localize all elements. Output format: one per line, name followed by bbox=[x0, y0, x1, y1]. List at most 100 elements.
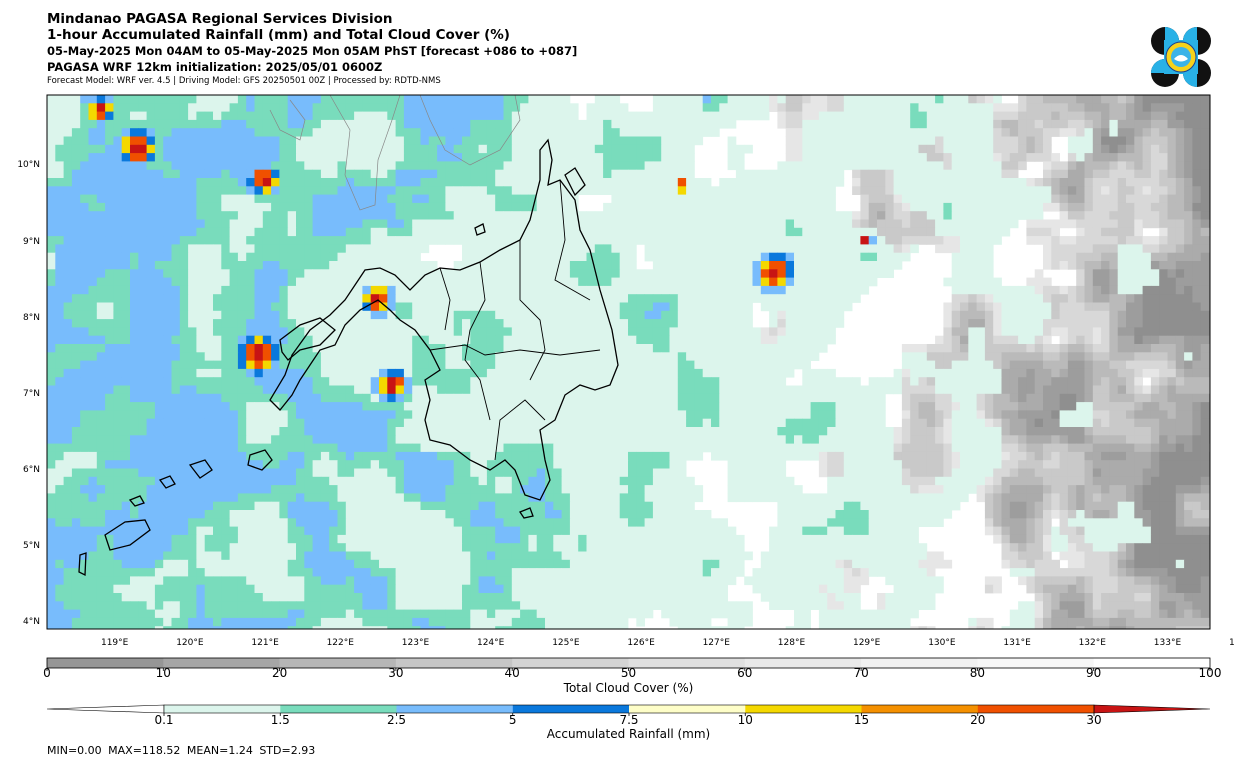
raster-cell bbox=[628, 277, 637, 287]
raster-cell bbox=[694, 269, 704, 278]
raster-cell bbox=[503, 252, 513, 262]
raster-cell bbox=[943, 144, 953, 154]
raster-cell bbox=[63, 310, 73, 320]
raster-cell bbox=[379, 103, 388, 112]
raster-cell bbox=[495, 161, 504, 171]
raster-cell bbox=[594, 236, 604, 245]
raster-cell bbox=[694, 368, 704, 378]
raster-cell bbox=[279, 211, 289, 220]
raster-cell bbox=[337, 319, 347, 328]
raster-cell bbox=[495, 269, 504, 278]
raster-cell bbox=[1117, 319, 1127, 328]
raster-cell bbox=[412, 344, 421, 353]
raster-cell bbox=[1043, 385, 1052, 395]
raster-cell bbox=[594, 103, 604, 112]
raster-cell bbox=[1167, 153, 1177, 162]
raster-cell bbox=[188, 360, 197, 370]
raster-cell bbox=[769, 368, 778, 378]
raster-cell bbox=[1167, 261, 1177, 270]
raster-cell bbox=[561, 202, 571, 212]
raster-cell bbox=[204, 169, 214, 179]
raster-cell bbox=[1175, 393, 1185, 403]
raster-cell bbox=[636, 236, 645, 245]
raster-cell bbox=[445, 128, 455, 137]
raster-cell bbox=[1117, 194, 1127, 204]
raster-cell bbox=[495, 95, 504, 104]
raster-cell bbox=[486, 178, 496, 187]
raster-cell bbox=[146, 261, 156, 270]
raster-cell bbox=[503, 360, 513, 370]
raster-cell bbox=[553, 360, 562, 370]
raster-cell bbox=[511, 178, 521, 187]
raster-cell bbox=[885, 161, 894, 171]
raster-cell bbox=[345, 344, 355, 353]
raster-cell bbox=[470, 144, 479, 154]
raster-cell bbox=[545, 385, 554, 395]
raster-cell bbox=[130, 327, 139, 337]
raster-cell bbox=[1184, 302, 1193, 312]
raster-cell bbox=[802, 178, 811, 187]
raster-cell bbox=[395, 119, 405, 129]
raster-cell bbox=[901, 211, 911, 220]
raster-cell bbox=[810, 178, 820, 187]
raster-cell bbox=[271, 335, 280, 345]
raster-cell bbox=[354, 360, 363, 370]
raster-cell bbox=[901, 103, 911, 112]
raster-cell bbox=[486, 144, 496, 154]
raster-cell bbox=[528, 153, 538, 162]
raster-cell bbox=[794, 186, 803, 195]
raster-cell bbox=[1043, 285, 1052, 295]
raster-cell bbox=[1101, 186, 1110, 195]
raster-cell bbox=[121, 252, 131, 262]
raster-cell bbox=[1184, 310, 1193, 320]
raster-cell bbox=[536, 236, 546, 245]
raster-cell bbox=[362, 335, 372, 345]
raster-cell bbox=[586, 377, 596, 386]
raster-cell bbox=[628, 352, 637, 361]
raster-cell bbox=[329, 103, 338, 112]
raster-cell bbox=[453, 368, 463, 378]
raster-cell bbox=[943, 360, 953, 370]
raster-cell bbox=[893, 202, 903, 212]
raster-cell bbox=[80, 377, 89, 386]
raster-cell bbox=[462, 128, 471, 137]
raster-cell bbox=[412, 244, 421, 254]
raster-cell bbox=[1001, 368, 1011, 378]
raster-cell bbox=[428, 111, 438, 121]
raster-cell bbox=[1117, 261, 1127, 270]
raster-cell bbox=[727, 244, 737, 254]
raster-cell bbox=[835, 227, 845, 237]
raster-cell bbox=[495, 368, 504, 378]
raster-cell bbox=[644, 111, 654, 121]
raster-cell bbox=[586, 368, 596, 378]
raster-cell bbox=[420, 119, 430, 129]
raster-cell bbox=[462, 302, 471, 312]
raster-cell bbox=[229, 244, 239, 254]
raster-cell bbox=[818, 335, 828, 345]
raster-cell bbox=[694, 194, 704, 204]
raster-cell bbox=[818, 144, 828, 154]
raster-cell bbox=[420, 393, 430, 403]
raster-cell bbox=[171, 178, 181, 187]
raster-cell bbox=[951, 385, 961, 395]
raster-cell bbox=[744, 285, 753, 295]
raster-cell bbox=[395, 128, 405, 137]
raster-cell bbox=[179, 202, 189, 212]
raster-cell bbox=[254, 244, 264, 254]
raster-cell bbox=[237, 393, 247, 403]
raster-cell bbox=[1051, 352, 1060, 361]
raster-cell bbox=[337, 310, 347, 320]
raster-cell bbox=[188, 136, 197, 146]
raster-cell bbox=[495, 211, 504, 220]
raster-cell bbox=[561, 335, 571, 345]
raster-cell bbox=[254, 344, 264, 353]
raster-cell bbox=[1175, 335, 1185, 345]
raster-cell bbox=[777, 352, 787, 361]
raster-cell bbox=[852, 219, 861, 229]
raster-cell bbox=[993, 302, 1002, 312]
raster-cell bbox=[362, 352, 372, 361]
raster-cell bbox=[403, 236, 413, 245]
raster-cell bbox=[611, 252, 621, 262]
raster-cell bbox=[304, 103, 313, 112]
raster-cell bbox=[1200, 161, 1210, 171]
